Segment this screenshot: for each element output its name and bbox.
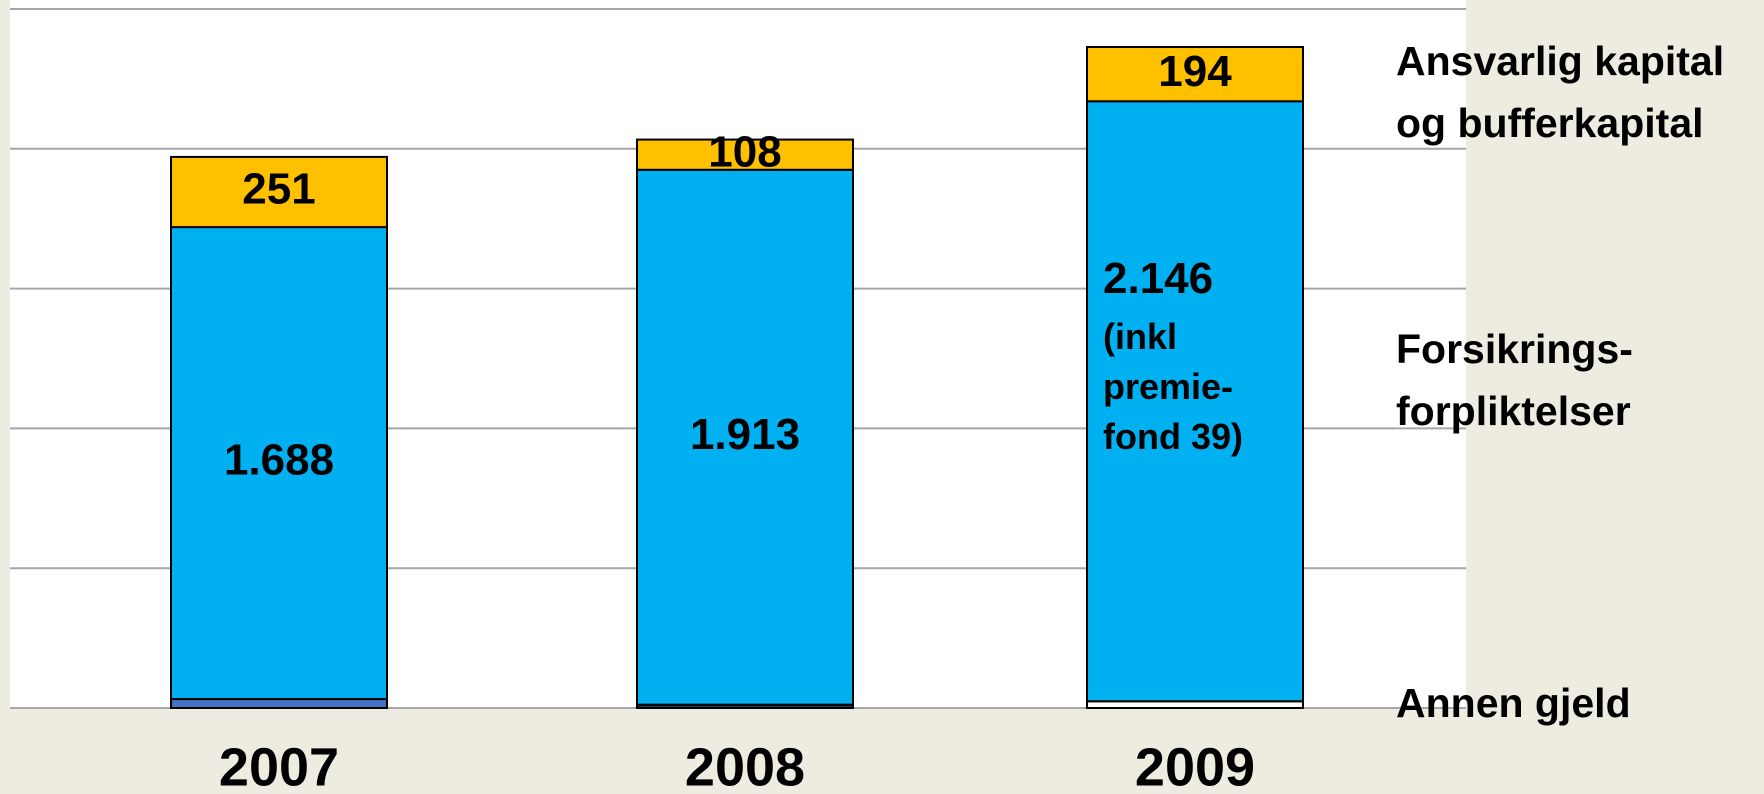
x-tick-label: 2009 [1135, 737, 1255, 794]
value-label: 1.913 [690, 410, 800, 459]
x-tick-label: 2008 [685, 737, 805, 794]
annotation: (inkl [1103, 316, 1177, 357]
value-label: 194 [1158, 47, 1232, 96]
bar-segment [636, 168, 854, 706]
bar-segment [636, 138, 854, 171]
x-tick-label: 2007 [219, 737, 339, 794]
bar-segment [170, 698, 388, 709]
bar-segment [1086, 46, 1304, 103]
legend-label: Annen gjeld [1396, 680, 1631, 726]
bar-segment [170, 155, 388, 229]
legend-label: Ansvarlig kapital og bufferkapital [1396, 38, 1725, 146]
legend-label: Forsikrings-forpliktelser [1396, 326, 1633, 434]
bar-segment [1086, 700, 1304, 710]
bar-segment [1086, 100, 1304, 703]
annotation: fond 39) [1103, 416, 1243, 457]
bar-segment [170, 226, 388, 701]
value-label: 2.146 [1103, 254, 1213, 303]
annotation: premie- [1103, 366, 1233, 407]
value-label: 251 [242, 165, 315, 214]
value-label: 1.688 [224, 436, 334, 485]
value-label: 108 [708, 127, 781, 176]
